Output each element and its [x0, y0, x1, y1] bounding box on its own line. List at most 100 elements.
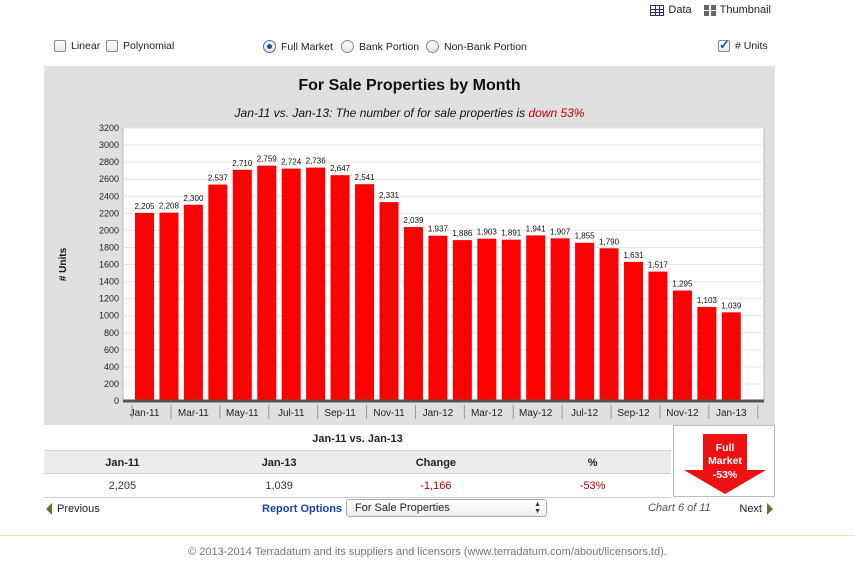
value-change: -1,166	[420, 480, 452, 492]
non-bank-portion-label: Non-Bank Portion	[444, 40, 527, 53]
subtitle-text: Jan-11 vs. Jan-13: The number of for sal…	[234, 106, 529, 120]
bar	[501, 239, 521, 401]
y-tick-label: 1400	[99, 277, 119, 287]
x-tick-label: Mar-11	[178, 408, 209, 419]
x-tick-label: Jan-12	[423, 408, 454, 419]
bank-portion-label: Bank Portion	[359, 40, 420, 53]
comparison-value-row: 2,205 1,039 -1,166 -53%	[44, 474, 671, 498]
y-tick-label: 1000	[99, 311, 119, 321]
data-label: 1,517	[648, 261, 669, 270]
table-icon	[650, 4, 665, 16]
y-axis-title: # Units	[58, 247, 69, 281]
header-change: Change	[415, 457, 457, 469]
chart-panel: For Sale Properties by Month Jan-11 vs. …	[44, 66, 775, 425]
data-label: 1,941	[526, 224, 547, 233]
linear-label: Linear	[71, 40, 101, 52]
data-label: 2,331	[379, 191, 400, 200]
value-end: 1,039	[265, 480, 293, 492]
non-bank-portion-option[interactable]: Non-Bank Portion	[426, 40, 527, 53]
arrow-left-icon	[46, 503, 52, 515]
bar	[452, 240, 472, 401]
value-start: 2,205	[108, 480, 137, 492]
data-label: 1,937	[428, 225, 449, 234]
linear-option[interactable]: Linear	[54, 40, 100, 52]
thumbnail-view-link[interactable]: Thumbnail	[703, 4, 771, 16]
x-tick-label: May-11	[226, 408, 259, 419]
chart-navigation: Previous Report Options For Sale Propert…	[44, 499, 775, 522]
select-arrows-icon: ▲ ▼	[534, 501, 541, 515]
x-tick-label: Nov-12	[666, 408, 699, 419]
linear-checkbox[interactable]	[54, 40, 66, 52]
thumbnail-view-label: Thumbnail	[719, 4, 771, 16]
bar	[697, 306, 717, 401]
bank-portion-radio[interactable]	[341, 40, 354, 53]
bar	[183, 204, 203, 401]
y-tick-label: 2600	[99, 174, 119, 184]
data-label: 2,710	[232, 159, 253, 168]
x-tick-label: Jul-11	[278, 408, 305, 419]
comparison-table: Jan-11 vs. Jan-13 Jan-11 Jan-13 Change %…	[44, 428, 671, 498]
bar	[550, 238, 570, 401]
chart-options: Linear Polynomial Full Market Bank Porti…	[52, 37, 774, 58]
data-label: 1,039	[721, 301, 742, 310]
bank-portion-option[interactable]: Bank Portion	[341, 40, 419, 53]
bar	[379, 202, 399, 401]
bar	[477, 238, 497, 401]
bar	[306, 167, 326, 401]
data-label: 2,736	[306, 157, 327, 166]
down-arrow-icon: Full Market -53%	[684, 434, 766, 494]
bar	[672, 290, 692, 401]
data-label: 2,205	[134, 202, 155, 211]
copyright-footer: © 2013-2014 Terradatum and its suppliers…	[188, 546, 667, 558]
data-view-link[interactable]: Data	[650, 4, 692, 16]
non-bank-portion-radio[interactable]	[426, 40, 439, 53]
bar	[135, 212, 154, 401]
report-select[interactable]: For Sale Properties ▲ ▼	[346, 499, 547, 517]
data-label: 1,903	[477, 228, 498, 237]
data-label: 1,631	[623, 251, 644, 260]
previous-link[interactable]: Previous	[46, 503, 100, 515]
data-label: 2,647	[330, 164, 351, 173]
bar	[257, 165, 277, 401]
data-label: 1,295	[672, 280, 693, 289]
y-tick-label: 3000	[99, 140, 119, 150]
bar	[232, 169, 252, 401]
y-tick-label: 3200	[99, 123, 119, 133]
value-percent: -53%	[579, 480, 606, 492]
header-start: Jan-11	[105, 457, 140, 469]
full-market-radio[interactable]	[263, 40, 276, 53]
badge-line-2: Market	[708, 455, 742, 467]
next-link[interactable]: Next	[739, 503, 773, 515]
bar	[330, 175, 350, 401]
data-label: 2,039	[403, 216, 424, 225]
bar-chart: 0 200 400 600 800 1000 1200 1400 1600 1800 2000 220…	[58, 123, 765, 419]
units-option[interactable]: # Units	[718, 37, 768, 53]
data-label: 1,103	[697, 296, 718, 305]
data-view-label: Data	[668, 4, 692, 16]
y-tick-label: 2200	[99, 208, 119, 218]
bar	[648, 271, 668, 401]
bar	[281, 168, 301, 401]
data-label: 1,790	[599, 237, 620, 246]
y-tick-label: 1600	[99, 260, 119, 270]
y-tick-label: 2000	[99, 225, 119, 235]
polynomial-option[interactable]: Polynomial	[106, 40, 174, 52]
y-tick-label: 1200	[99, 294, 119, 304]
polynomial-label: Polynomial	[123, 40, 175, 52]
comparison-heading: Jan-11 vs. Jan-13	[312, 433, 403, 445]
data-label: 1,855	[575, 232, 596, 241]
full-market-option[interactable]: Full Market	[263, 40, 333, 53]
x-tick-label: Mar-12	[471, 408, 503, 419]
next-label: Next	[739, 503, 762, 515]
report-options-link[interactable]: Report Options	[262, 503, 343, 515]
units-checkbox[interactable]	[718, 37, 730, 53]
badge-line-1: Full	[716, 442, 735, 454]
data-label: 1,907	[550, 227, 571, 236]
bar	[721, 312, 741, 401]
polynomial-checkbox[interactable]	[106, 40, 118, 52]
x-tick-label: Jul-12	[571, 408, 599, 419]
y-tick-label: 2800	[99, 157, 119, 167]
subtitle-change: down 53%	[528, 106, 585, 120]
x-tick-label: Jan-11	[130, 408, 160, 419]
chart-title: For Sale Properties by Month	[298, 77, 521, 94]
